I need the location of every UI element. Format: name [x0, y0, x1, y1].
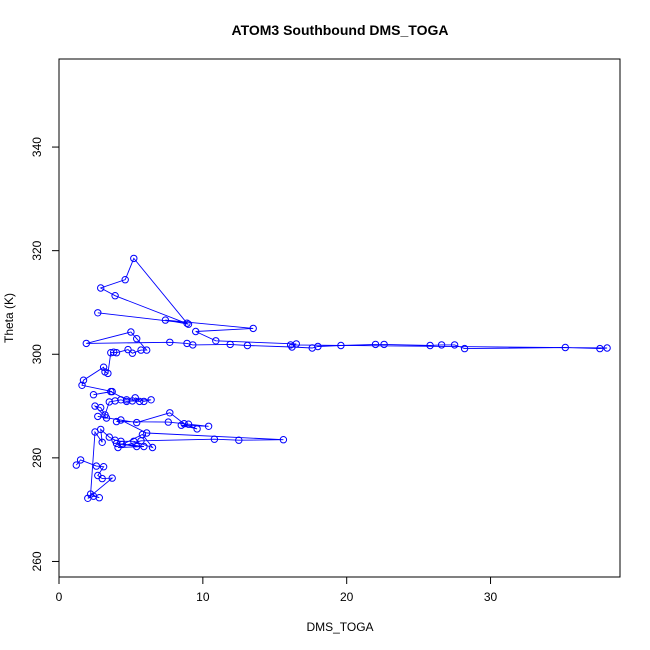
data-point: [131, 394, 139, 402]
data-point: [166, 338, 174, 346]
data-point: [99, 463, 108, 471]
data-point: [460, 344, 469, 353]
data-point: [193, 425, 201, 433]
data-point: [128, 349, 137, 357]
data-point: [112, 439, 121, 448]
data-point: [140, 442, 148, 451]
data-point: [112, 349, 121, 357]
data-point: [133, 442, 141, 451]
data-point: [127, 328, 135, 336]
data-point: [122, 396, 131, 404]
data-point: [164, 418, 173, 426]
data-point: [249, 324, 257, 333]
y-axis: 260 280 300 320 340: [30, 137, 60, 571]
data-point: [286, 341, 295, 349]
data-point: [98, 438, 106, 446]
y-tick-label: 260: [30, 551, 44, 571]
data-point: [226, 340, 234, 349]
data-point: [314, 342, 322, 351]
data-point: [95, 494, 104, 502]
data-point: [166, 409, 174, 417]
data-point: [135, 397, 144, 406]
data-point: [148, 443, 157, 452]
chart-title: ATOM3 Southbound DMS_TOGA: [232, 22, 449, 38]
data-point: [212, 337, 220, 345]
data-point: [94, 412, 102, 421]
data-point: [183, 319, 191, 327]
data-point: [94, 309, 102, 317]
y-tick-label: 340: [30, 137, 44, 157]
data-point: [140, 397, 148, 406]
x-axis: 0 10 20 30: [56, 576, 498, 604]
data-point: [114, 443, 122, 452]
data-point: [561, 343, 569, 352]
data-point: [133, 335, 141, 343]
data-point: [121, 276, 129, 284]
data-point: [89, 391, 98, 399]
data-point: [192, 327, 200, 336]
data-point: [161, 316, 170, 324]
data-point: [108, 474, 116, 482]
data-point: [72, 461, 81, 469]
plot-area: [72, 254, 611, 502]
data-point: [603, 344, 611, 352]
data-point: [147, 396, 155, 404]
data-point: [130, 254, 138, 263]
data-point: [108, 387, 116, 396]
data-point: [189, 341, 197, 349]
data-point: [133, 418, 141, 427]
data-point: [112, 417, 121, 426]
x-tick-label: 10: [196, 590, 210, 604]
data-point: [292, 340, 300, 348]
data-point: [180, 420, 188, 428]
data-point: [97, 403, 105, 412]
y-tick-label: 320: [30, 240, 44, 260]
data-point: [117, 416, 125, 424]
data-point: [97, 284, 105, 292]
data-point: [82, 339, 91, 348]
data-point: [204, 422, 213, 430]
data-point: [86, 490, 95, 498]
data-point: [124, 345, 132, 354]
data-point: [111, 292, 119, 300]
data-point: [92, 462, 101, 470]
data-point: [78, 381, 86, 389]
y-tick-label: 280: [30, 448, 44, 468]
data-point: [143, 346, 151, 354]
x-tick-label: 0: [56, 590, 63, 604]
data-point: [76, 456, 85, 464]
data-point: [371, 340, 380, 349]
data-point: [98, 474, 106, 483]
data-point: [105, 433, 114, 441]
data-point: [104, 369, 112, 378]
x-axis-label: DMS_TOGA: [306, 620, 373, 634]
data-point: [99, 363, 108, 371]
data-point: [337, 341, 345, 350]
data-point: [79, 376, 88, 384]
data-point: [184, 420, 193, 428]
data-point: [137, 346, 145, 354]
data-point: [143, 429, 151, 437]
data-point: [107, 349, 115, 357]
data-point: [380, 340, 388, 349]
x-tick-label: 20: [340, 590, 354, 604]
y-axis-label: Theta (K): [2, 293, 16, 343]
data-point: [101, 411, 109, 419]
data-point: [243, 341, 252, 350]
data-point: [110, 348, 118, 356]
data-point: [596, 344, 604, 353]
data-point: [426, 341, 434, 350]
data-point: [235, 436, 243, 444]
data-point: [184, 320, 193, 328]
data-point: [137, 437, 145, 445]
x-tick-label: 30: [484, 590, 498, 604]
data-point: [450, 341, 459, 349]
data-point: [97, 425, 105, 434]
data-point: [437, 341, 446, 349]
y-tick-label: 300: [30, 344, 44, 364]
data-point: [210, 435, 219, 443]
data-point: [279, 436, 288, 444]
